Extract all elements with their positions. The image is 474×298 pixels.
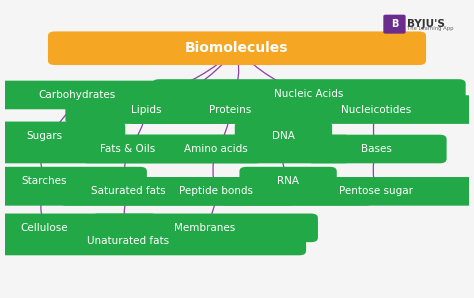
Text: Pentose sugar: Pentose sugar <box>339 186 413 196</box>
FancyBboxPatch shape <box>59 177 373 206</box>
FancyBboxPatch shape <box>128 95 333 124</box>
Text: Bases: Bases <box>361 144 392 154</box>
FancyBboxPatch shape <box>48 32 426 65</box>
FancyBboxPatch shape <box>235 122 332 150</box>
FancyBboxPatch shape <box>0 81 233 109</box>
Text: RNA: RNA <box>277 176 299 186</box>
Text: B: B <box>391 19 398 29</box>
Text: Saturated fats: Saturated fats <box>91 186 165 196</box>
Text: Nucleic Acids: Nucleic Acids <box>274 89 344 99</box>
Text: Starches: Starches <box>21 176 67 186</box>
Text: Lipids: Lipids <box>131 105 162 114</box>
FancyBboxPatch shape <box>0 177 295 206</box>
Text: Nucleicotides: Nucleicotides <box>341 105 411 114</box>
FancyBboxPatch shape <box>219 95 474 124</box>
FancyBboxPatch shape <box>65 95 228 124</box>
FancyBboxPatch shape <box>0 135 263 163</box>
Text: Membranes: Membranes <box>174 223 235 233</box>
Text: Cellulose: Cellulose <box>20 223 68 233</box>
FancyBboxPatch shape <box>219 177 474 206</box>
Text: Sugars: Sugars <box>26 131 62 141</box>
Text: Fats & Oils: Fats & Oils <box>100 144 155 154</box>
Text: Unaturated fats: Unaturated fats <box>87 236 169 246</box>
Text: BYJU'S: BYJU'S <box>407 19 445 29</box>
Text: Biomolecules: Biomolecules <box>185 41 289 55</box>
FancyBboxPatch shape <box>306 135 447 163</box>
Text: Carbohydrates: Carbohydrates <box>38 90 115 100</box>
Text: Proteins: Proteins <box>209 105 251 114</box>
Text: DNA: DNA <box>272 131 295 141</box>
FancyBboxPatch shape <box>91 214 318 242</box>
FancyBboxPatch shape <box>0 227 306 255</box>
Text: Peptide bonds: Peptide bonds <box>179 186 253 196</box>
Text: The Learning App: The Learning App <box>407 26 453 31</box>
FancyBboxPatch shape <box>383 15 406 34</box>
FancyBboxPatch shape <box>0 122 125 150</box>
FancyBboxPatch shape <box>0 214 158 242</box>
Text: Amino acids: Amino acids <box>184 144 248 154</box>
FancyBboxPatch shape <box>239 167 337 195</box>
FancyBboxPatch shape <box>152 79 465 108</box>
FancyBboxPatch shape <box>0 167 147 195</box>
FancyBboxPatch shape <box>81 135 351 163</box>
